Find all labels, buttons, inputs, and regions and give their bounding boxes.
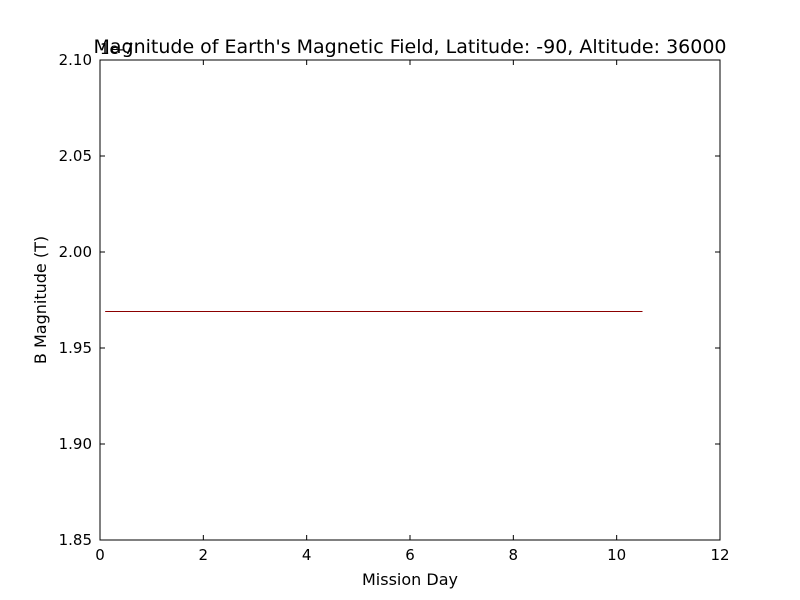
y-tick-label: 2.00 <box>59 243 92 261</box>
x-axis: 0 2 4 6 8 10 12 <box>95 60 730 564</box>
y-tick-label: 1.85 <box>59 531 92 549</box>
y-axis: 1.85 1.90 1.95 2.00 2.05 2.10 <box>59 51 720 549</box>
chart-title: Magnitude of Earth's Magnetic Field, Lat… <box>93 36 726 58</box>
x-axis-label: Mission Day <box>362 570 458 589</box>
x-tick-label: 6 <box>405 546 415 564</box>
y-tick-label: 2.10 <box>59 51 92 69</box>
y-axis-label: B Magnitude (T) <box>31 236 50 364</box>
y-tick-label: 2.05 <box>59 147 92 165</box>
y-tick-label: 1.90 <box>59 435 92 453</box>
x-tick-label: 12 <box>710 546 729 564</box>
plot-area <box>99 59 721 541</box>
x-tick-label: 0 <box>95 546 105 564</box>
y-offset-label: 1e-7 <box>100 40 134 58</box>
x-tick-label: 4 <box>302 546 312 564</box>
x-tick-label: 8 <box>509 546 519 564</box>
x-tick-label: 2 <box>199 546 209 564</box>
x-tick-label: 10 <box>607 546 626 564</box>
y-tick-label: 1.95 <box>59 339 92 357</box>
